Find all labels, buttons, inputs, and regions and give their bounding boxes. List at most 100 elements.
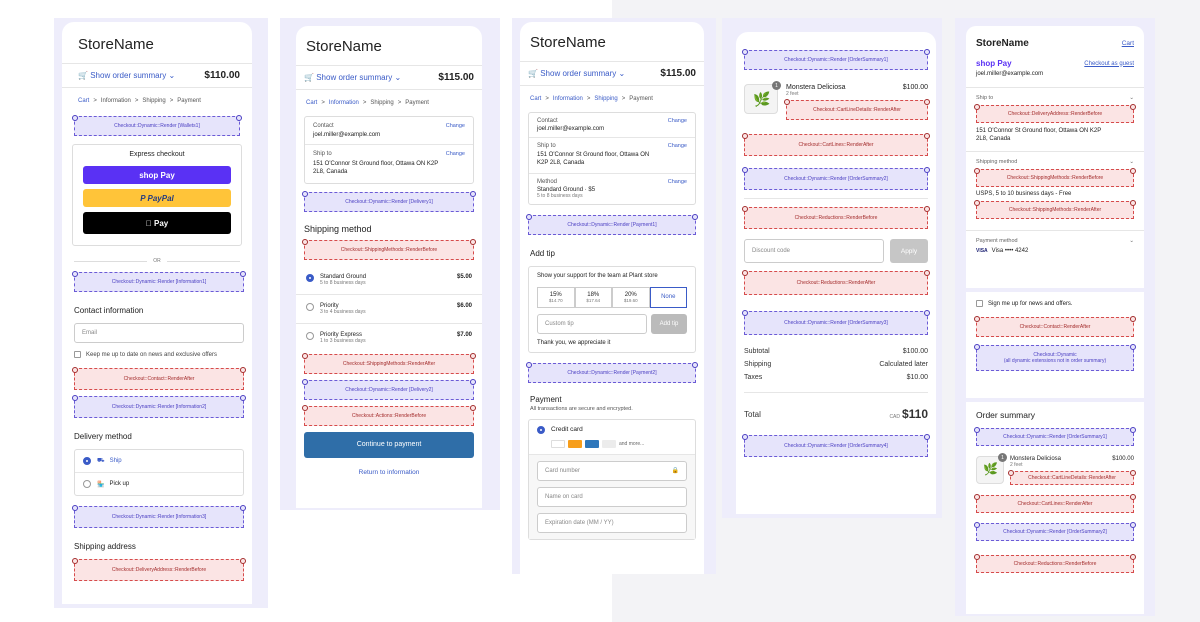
apply-discount-button[interactable]: Apply: [890, 239, 928, 263]
crumb-cart[interactable]: Cart: [306, 100, 318, 106]
ext-contact-render-after: Checkout::Contact::RenderAfter: [72, 367, 246, 390]
expiry-input[interactable]: Expiration date (MM / YY): [537, 512, 687, 533]
email-input[interactable]: Email: [74, 323, 244, 343]
ext-shipping-methods-before: Checkout::ShippingMethods::RenderBefore: [974, 167, 1136, 187]
add-tip-button[interactable]: Add tip: [651, 313, 687, 334]
custom-tip-row: Custom tip Add tip: [537, 313, 687, 334]
newsletter-checkbox[interactable]: [74, 351, 81, 358]
checkout-as-guest-link[interactable]: Checkout as guest: [1084, 60, 1134, 67]
shipping-label: Shipping: [744, 361, 772, 368]
ext-order-summary1: Checkout::Dynamic::Render [OrderSummary1…: [742, 49, 930, 70]
product-name: Monstera Deliciosa: [786, 84, 846, 91]
store-icon: 🏪: [97, 481, 105, 488]
payment-method-section: Payment method ⌄ VISA Visa •••• 4242: [966, 231, 1144, 261]
shipto-label: Ship to: [313, 151, 332, 157]
change-method-link[interactable]: Change: [667, 178, 687, 185]
express-title: Express checkout: [129, 151, 185, 158]
custom-tip-input[interactable]: Custom tip: [537, 313, 647, 334]
method-priority[interactable]: Priority 3 to 4 business days $6.00: [296, 295, 482, 324]
taxes-value: $10.00: [906, 374, 928, 381]
change-shipto-link[interactable]: Change: [667, 143, 687, 149]
tip-option-none[interactable]: None: [649, 286, 687, 308]
taxes-row: Taxes $10.00: [736, 371, 936, 384]
pickup-radio[interactable]: [83, 480, 91, 488]
method-standard[interactable]: Standard Ground 5 to 8 business days $5.0…: [296, 266, 482, 295]
ext-cart-lines-after: Checkout::CartLines::RenderAfter: [742, 133, 930, 156]
crumb-information[interactable]: Information: [328, 100, 359, 106]
tip-option-15[interactable]: 15% $14.70: [537, 286, 575, 308]
change-shipto-link[interactable]: Change: [445, 151, 465, 157]
paypal-button[interactable]: P PayPal: [83, 189, 231, 207]
card-number-input[interactable]: Card number 🔒: [537, 460, 687, 481]
change-contact-link[interactable]: Change: [445, 123, 465, 129]
crumb-sep: >: [93, 98, 97, 104]
apple-pay-button[interactable]:  Pay: [83, 212, 231, 234]
panel-order-summary-compact: Order summary Checkout::Dynamic::Render …: [966, 402, 1144, 614]
chevron-down-icon[interactable]: ⌄: [1129, 237, 1134, 244]
total-label: Total: [744, 409, 761, 419]
or-label: OR: [153, 258, 161, 264]
panel-order-summary: Checkout::Dynamic::Render [OrderSummary1…: [736, 32, 936, 514]
cart-link[interactable]: Cart: [1121, 40, 1134, 47]
method-radio[interactable]: [306, 331, 314, 340]
order-summary-toggle[interactable]: 🛒 Show order summary ⌄ $115.00: [520, 61, 704, 86]
credit-card-option[interactable]: Credit card: [529, 420, 695, 440]
signup-row: Sign me up for news and offers.: [966, 292, 1144, 315]
pickup-label: Pick up: [109, 481, 130, 487]
tip-option-20[interactable]: 20% $19.60: [612, 286, 650, 308]
shipto-section: Ship to ⌄ Checkout::DeliveryAddress::Rend…: [966, 88, 1144, 152]
delivery-pickup[interactable]: 🏪 Pick up: [75, 473, 243, 495]
crumb-information[interactable]: Information: [552, 96, 583, 102]
card-brands: and more...: [529, 439, 695, 454]
cart-line: 1 🌿 Monstera Deliciosa $100.00 2 feet Chec…: [736, 76, 936, 122]
shop-pay-button[interactable]: shop Pay: [83, 166, 231, 184]
chevron-down-icon: ⌄: [394, 73, 402, 82]
method-label: Method: [537, 178, 558, 185]
contact-title: Contact information: [74, 306, 144, 315]
chevron-down-icon[interactable]: ⌄: [1129, 95, 1134, 101]
shipping-value: Calculated later: [879, 361, 928, 368]
shipto-label: Ship to: [976, 95, 994, 101]
subtotal-label: Subtotal: [744, 348, 770, 355]
method-radio[interactable]: [306, 273, 314, 282]
ship-label: Ship: [109, 458, 122, 464]
discover-icon: [602, 439, 616, 448]
continue-to-payment-button[interactable]: Continue to payment: [304, 431, 474, 458]
shop-pay-account: shop Pay Checkout as guest joel.miller@e…: [966, 55, 1144, 88]
summary-label: Show order summary: [540, 69, 617, 78]
product-price: $100.00: [902, 84, 928, 91]
crumb-cart[interactable]: Cart: [78, 98, 90, 104]
ext-order-summary2: Checkout::Dynamic::Render [OrderSummary2…: [974, 522, 1136, 541]
method-value: Standard Ground · $5: [537, 186, 596, 193]
crumb-shipping: Shipping: [142, 98, 166, 104]
totals: Subtotal $100.00 Shipping Calculated later…: [736, 345, 936, 384]
change-contact-link[interactable]: Change: [667, 118, 687, 124]
method-radio[interactable]: [306, 302, 314, 311]
discount-row: Discount code Apply: [744, 239, 928, 263]
method-express[interactable]: Priority Express 1 to 3 business days $7.…: [296, 324, 482, 352]
and-more-label: and more...: [619, 440, 645, 447]
name-on-card-input[interactable]: Name on card: [537, 486, 687, 507]
chevron-down-icon[interactable]: ⌄: [1129, 158, 1134, 165]
ext-shipping-methods-after: Checkout::ShippingMethods::RenderAfter: [302, 352, 476, 374]
shipping-method-title: Shipping method: [304, 223, 372, 234]
cart-icon: 🛒: [528, 69, 538, 78]
crumb-shipping[interactable]: Shipping: [594, 96, 618, 102]
visa-icon: VISA: [976, 247, 988, 254]
order-summary-toggle[interactable]: 🛒 Show order summary ⌄ $110.00: [62, 63, 252, 88]
discount-code-input[interactable]: Discount code: [744, 239, 884, 263]
crumb-cart[interactable]: Cart: [530, 96, 542, 102]
lock-icon: 🔒: [671, 468, 679, 475]
tip-option-18[interactable]: 18% $17.64: [574, 286, 612, 308]
crumb-sep: >: [397, 100, 402, 106]
method-name: Priority: [320, 302, 339, 309]
order-summary-toggle[interactable]: 🛒 Show order summary ⌄ $115.00: [296, 65, 482, 90]
tip-amt: $19.60: [623, 297, 638, 303]
credit-card-radio[interactable]: [537, 425, 545, 434]
plant-icon: 🌿: [753, 91, 771, 107]
ship-radio[interactable]: [83, 457, 91, 465]
signup-checkbox[interactable]: [976, 300, 983, 307]
ext-contact-render-after: Checkout::Contact::RenderAfter: [974, 316, 1136, 337]
return-to-information-link[interactable]: Return to information: [358, 468, 420, 476]
delivery-ship[interactable]: ⛟ Ship: [75, 450, 243, 473]
